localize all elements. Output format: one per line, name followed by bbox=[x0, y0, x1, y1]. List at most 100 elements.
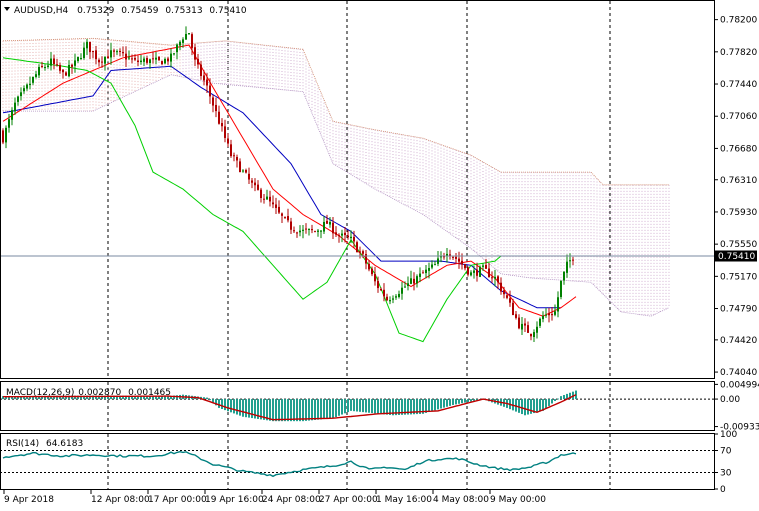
macd-bar-173 bbox=[521, 399, 523, 415]
candle-body-68 bbox=[206, 79, 208, 86]
macd-bar-175 bbox=[527, 399, 529, 415]
candle-body-155 bbox=[467, 267, 469, 275]
candle-body-33 bbox=[101, 61, 103, 63]
candle-body-151 bbox=[455, 256, 457, 259]
macd-bar-183 bbox=[551, 399, 553, 404]
candle-body-11 bbox=[35, 74, 37, 77]
candle-body-185 bbox=[557, 297, 559, 312]
candle-body-27 bbox=[83, 47, 85, 58]
macd-bar-5 bbox=[17, 396, 19, 400]
macd-bar-92 bbox=[278, 399, 280, 422]
macd-bar-9 bbox=[29, 395, 31, 400]
macd-bar-96 bbox=[290, 399, 292, 422]
candle-body-59 bbox=[179, 41, 181, 46]
candle-body-161 bbox=[485, 264, 487, 269]
macd-bar-95 bbox=[287, 399, 289, 422]
macd-bar-102 bbox=[308, 399, 310, 421]
candle-body-58 bbox=[176, 44, 178, 53]
macd-bar-145 bbox=[437, 399, 439, 410]
price-tick-label-4: 0.76680 bbox=[720, 144, 757, 154]
candle-body-157 bbox=[473, 270, 475, 273]
macd-bar-47 bbox=[143, 395, 145, 400]
collapse-triangle-icon[interactable] bbox=[4, 7, 10, 11]
macd-bar-113 bbox=[341, 399, 343, 415]
macd-bar-119 bbox=[359, 399, 361, 412]
candle-body-31 bbox=[95, 50, 97, 60]
candle-body-163 bbox=[491, 277, 493, 279]
candles bbox=[2, 26, 574, 342]
macd-bar-151 bbox=[455, 399, 457, 405]
macd-bar-52 bbox=[158, 396, 160, 400]
price-panel-border bbox=[0, 0, 715, 379]
price-tick-label-10: 0.74420 bbox=[720, 336, 757, 346]
candle-body-64 bbox=[194, 47, 196, 60]
macd-bar-103 bbox=[311, 399, 313, 421]
time-tick-label-8: 9 May 00:00 bbox=[490, 495, 546, 505]
candle-body-104 bbox=[314, 231, 316, 233]
candle-body-43 bbox=[131, 58, 133, 60]
macd-bar-172 bbox=[518, 399, 520, 413]
price-panel[interactable]: 0.78200 0.77820 0.77440 0.77060 0.76680 0.763… bbox=[0, 0, 757, 379]
macd-bar-24 bbox=[74, 395, 76, 400]
macd-bar-34 bbox=[104, 395, 106, 400]
candle-body-73 bbox=[221, 123, 223, 127]
rsi-tick-label-3: 0 bbox=[720, 485, 726, 495]
macd-bar-182 bbox=[548, 399, 550, 406]
candle-body-38 bbox=[116, 51, 118, 53]
candle-body-96 bbox=[290, 221, 292, 230]
macd-bar-139 bbox=[419, 399, 421, 414]
macd-bar-154 bbox=[464, 399, 466, 403]
candle-body-97 bbox=[293, 230, 295, 232]
macd-bar-39 bbox=[119, 395, 121, 400]
candle-body-106 bbox=[320, 230, 322, 232]
macd-bar-153 bbox=[461, 399, 463, 404]
candle-body-140 bbox=[422, 272, 424, 274]
macd-bar-69 bbox=[209, 399, 211, 401]
macd-bar-37 bbox=[113, 395, 115, 400]
time-tick-label-1: 12 Apr 08:00 bbox=[91, 495, 150, 505]
macd-bar-110 bbox=[332, 399, 334, 419]
macd-tick-label-0: 0.004994 bbox=[720, 380, 759, 390]
macd-signal-value: 0.001465 bbox=[128, 388, 171, 398]
candle-body-171 bbox=[515, 314, 517, 318]
candle-body-115 bbox=[347, 235, 349, 238]
candle-body-32 bbox=[98, 59, 100, 63]
macd-bar-14 bbox=[44, 395, 46, 400]
candle-body-124 bbox=[374, 274, 376, 282]
candle-body-65 bbox=[197, 58, 199, 65]
price-tick-label-1: 0.77820 bbox=[720, 48, 757, 58]
candle-body-168 bbox=[506, 295, 508, 298]
candle-body-89 bbox=[269, 196, 271, 202]
macd-bar-135 bbox=[407, 399, 409, 415]
rsi-panel[interactable]: 100 70 30 0 RSI(14) 64.6183 bbox=[0, 430, 737, 495]
rsi-header: RSI(14) 64.6183 bbox=[6, 439, 83, 449]
candle-body-16 bbox=[50, 58, 52, 66]
candle-body-75 bbox=[227, 138, 229, 144]
candle-body-108 bbox=[326, 220, 328, 224]
macd-bar-35 bbox=[107, 395, 109, 400]
cloud-span-b-line bbox=[3, 74, 670, 317]
rsi-value: 64.6183 bbox=[46, 439, 83, 449]
candle-body-176 bbox=[530, 333, 532, 337]
candle-body-129 bbox=[389, 300, 391, 302]
macd-bar-76 bbox=[230, 399, 232, 413]
macd-bar-16 bbox=[50, 395, 52, 400]
macd-bar-70 bbox=[212, 399, 214, 403]
rsi-tick-label-1: 70 bbox=[720, 447, 732, 457]
macd-bar-84 bbox=[254, 399, 256, 419]
candle-body-181 bbox=[545, 314, 547, 316]
macd-bar-21 bbox=[65, 395, 67, 400]
candle-body-102 bbox=[308, 228, 310, 230]
candle-body-173 bbox=[521, 323, 523, 330]
macd-tick-label-1: 0.00 bbox=[720, 395, 740, 405]
macd-bar-79 bbox=[239, 399, 241, 416]
candle-body-188 bbox=[566, 261, 568, 273]
candle-body-186 bbox=[560, 280, 562, 297]
macd-bar-188 bbox=[566, 393, 568, 400]
macd-bar-111 bbox=[335, 399, 337, 417]
macd-bar-11 bbox=[35, 395, 37, 400]
candle-body-41 bbox=[125, 53, 127, 60]
candle-body-54 bbox=[164, 58, 166, 64]
macd-panel[interactable]: 0.004994 0.00 -0.009335 MACD(12,26,9) 0.00… bbox=[0, 380, 759, 433]
